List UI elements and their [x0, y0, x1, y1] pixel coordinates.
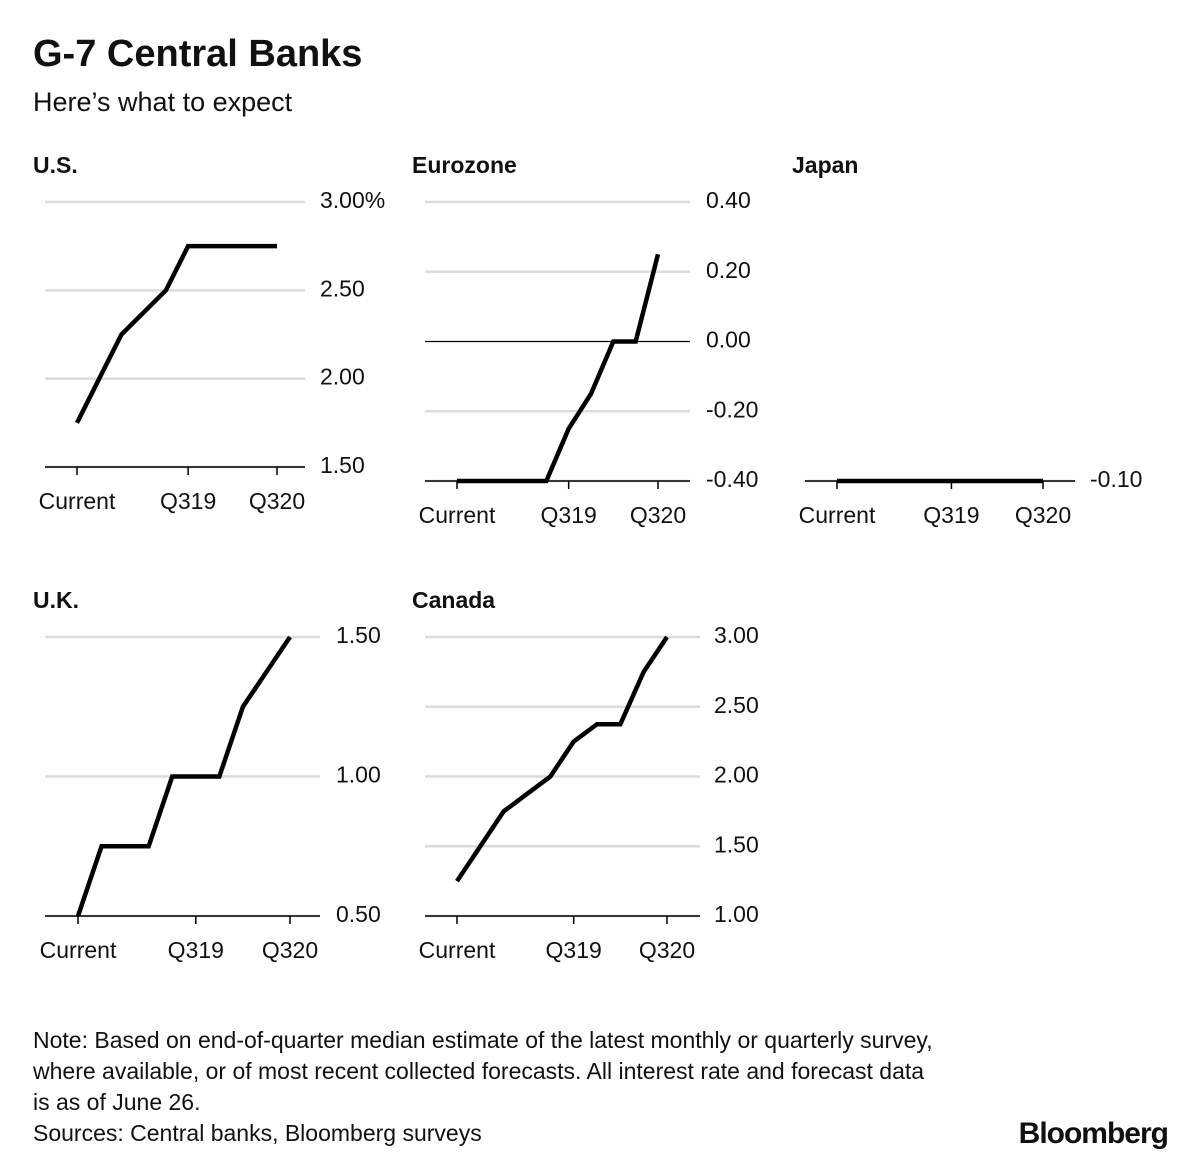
brand: Bloomberg — [1019, 1117, 1168, 1150]
x-tick-label: Q319 — [546, 937, 602, 963]
y-tick-label: 3.00 — [714, 622, 759, 648]
x-tick-label: Current — [799, 502, 876, 528]
line — [457, 253, 661, 484]
y-tick-label: 2.00 — [714, 762, 759, 788]
y-tick-label: -0.20 — [706, 396, 758, 422]
y-tick-label: 0.50 — [336, 901, 381, 927]
subtitle: Here’s what to expect — [33, 87, 293, 117]
note-block: Note: Based on end-of-quarter median est… — [33, 1025, 933, 1149]
y-tick-label: 1.50 — [336, 622, 381, 648]
x-tick-label: Q319 — [923, 502, 979, 528]
panel-title: Canada — [412, 587, 495, 613]
line — [75, 635, 292, 917]
x-tick-label: Q320 — [630, 502, 686, 528]
x-tick-label: Q320 — [262, 937, 318, 963]
y-tick-label: 3.00% — [320, 187, 385, 213]
y-tick-label: -0.10 — [1090, 466, 1142, 492]
y-tick-label: 0.20 — [706, 257, 751, 283]
panel-title: Eurozone — [412, 152, 517, 178]
x-tick-label: Q319 — [168, 937, 224, 963]
y-tick-label: 0.00 — [706, 327, 751, 353]
y-tick-label: 1.00 — [714, 901, 759, 927]
panel-title: Japan — [792, 152, 858, 178]
x-tick-label: Q319 — [160, 488, 216, 514]
source: Sources: Central banks, Bloomberg survey… — [33, 1120, 482, 1146]
y-tick-label: 1.00 — [336, 762, 381, 788]
line — [74, 243, 277, 424]
panel-title: U.K. — [33, 587, 79, 613]
y-tick-label: 1.50 — [320, 452, 365, 478]
panel-title: U.S. — [33, 152, 78, 178]
x-tick-label: Current — [40, 937, 117, 963]
x-tick-label: Current — [419, 502, 496, 528]
y-tick-label: -0.40 — [706, 466, 758, 492]
note: Note: Based on end-of-quarter median est… — [33, 1027, 933, 1115]
x-tick-label: Current — [39, 488, 116, 514]
line — [455, 635, 669, 883]
y-tick-label: 0.40 — [706, 187, 751, 213]
y-tick-label: 1.50 — [714, 831, 759, 857]
title: G-7 Central Banks — [33, 33, 362, 75]
y-tick-label: 2.50 — [714, 692, 759, 718]
x-tick-label: Q319 — [541, 502, 597, 528]
y-tick-label: 2.50 — [320, 275, 365, 301]
x-tick-label: Current — [419, 937, 496, 963]
y-tick-label: 2.00 — [320, 364, 365, 390]
x-tick-label: Q320 — [1015, 502, 1071, 528]
x-tick-label: Q320 — [249, 488, 305, 514]
x-tick-label: Q320 — [639, 937, 695, 963]
